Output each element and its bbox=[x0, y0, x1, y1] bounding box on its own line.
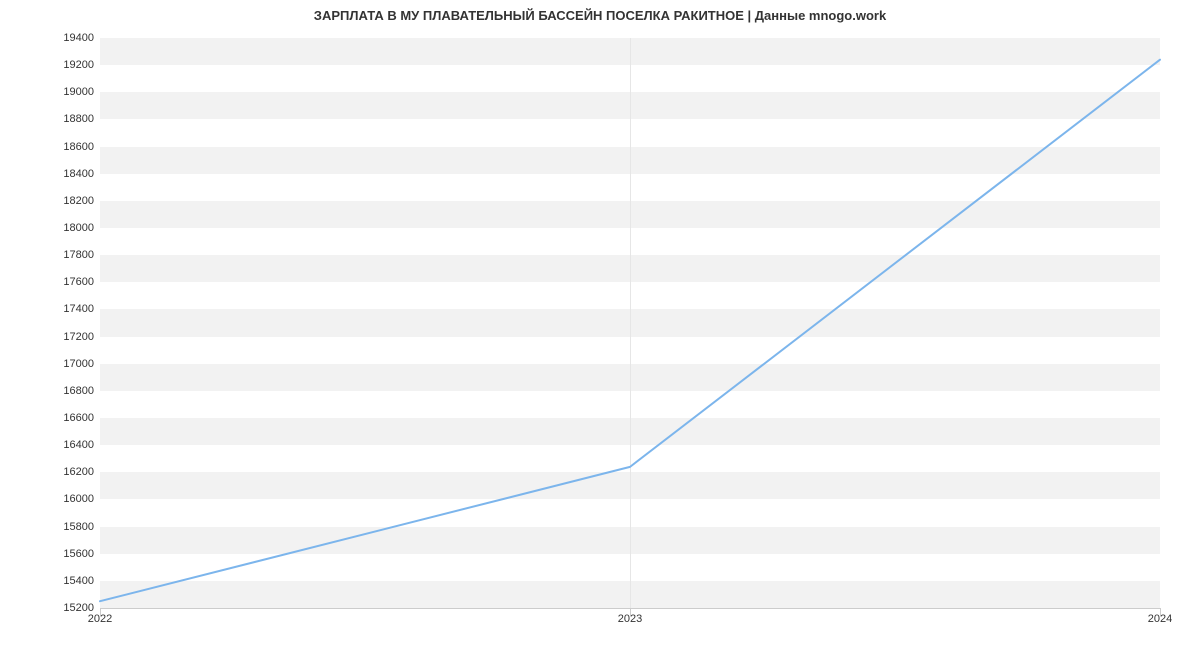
plot-area: 1520015400156001580016000162001640016600… bbox=[100, 38, 1160, 608]
y-axis-label: 17800 bbox=[63, 249, 94, 261]
series-layer bbox=[100, 38, 1160, 608]
series-line-salary bbox=[100, 60, 1160, 602]
x-axis-label: 2024 bbox=[1148, 613, 1172, 625]
y-axis-label: 19000 bbox=[63, 86, 94, 98]
chart-title: ЗАРПЛАТА В МУ ПЛАВАТЕЛЬНЫЙ БАССЕЙН ПОСЕЛ… bbox=[0, 8, 1200, 23]
x-axis-line bbox=[100, 608, 1160, 609]
y-axis-label: 17200 bbox=[63, 331, 94, 343]
y-axis-label: 15400 bbox=[63, 575, 94, 587]
y-axis-label: 17400 bbox=[63, 303, 94, 315]
y-axis-label: 17600 bbox=[63, 276, 94, 288]
y-axis-label: 18200 bbox=[63, 195, 94, 207]
y-axis-label: 16000 bbox=[63, 493, 94, 505]
y-axis-label: 16400 bbox=[63, 439, 94, 451]
y-axis-label: 19400 bbox=[63, 32, 94, 44]
salary-line-chart: ЗАРПЛАТА В МУ ПЛАВАТЕЛЬНЫЙ БАССЕЙН ПОСЕЛ… bbox=[0, 0, 1200, 650]
y-axis-label: 18800 bbox=[63, 113, 94, 125]
x-axis-label: 2023 bbox=[618, 613, 642, 625]
y-axis-label: 17000 bbox=[63, 358, 94, 370]
y-axis-label: 19200 bbox=[63, 59, 94, 71]
y-axis-label: 16600 bbox=[63, 412, 94, 424]
y-axis-label: 16200 bbox=[63, 466, 94, 478]
y-axis-label: 15800 bbox=[63, 521, 94, 533]
y-axis-label: 15600 bbox=[63, 548, 94, 560]
y-axis-label: 18000 bbox=[63, 222, 94, 234]
x-axis-label: 2022 bbox=[88, 613, 112, 625]
y-axis-label: 18400 bbox=[63, 168, 94, 180]
y-axis-label: 18600 bbox=[63, 141, 94, 153]
y-axis-label: 16800 bbox=[63, 385, 94, 397]
